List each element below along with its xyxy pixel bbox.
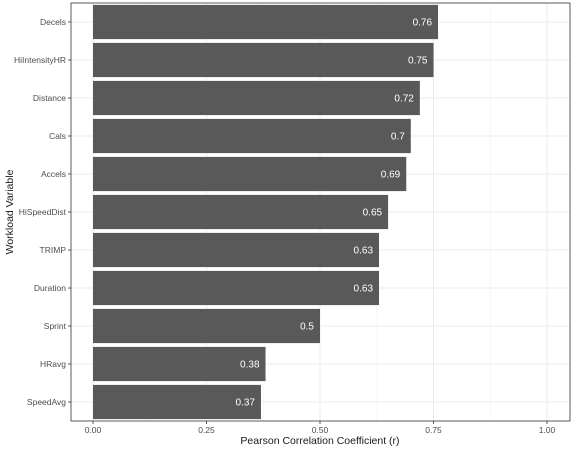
y-tick-label: Duration [34,283,66,293]
y-tick-label: TRIMP [40,245,67,255]
y-tick-label: Distance [33,93,66,103]
axis-layer: Decels HiIntensityHR Distance Cals Accels HiS… [14,17,556,435]
bar-value-label: 0.63 [354,246,374,257]
bar [93,42,434,78]
bar-value-label: 0.69 [381,170,401,181]
bar [93,4,439,40]
bar-value-label: 0.76 [413,18,433,29]
y-tick-label: HRavg [40,359,66,369]
bar [93,118,411,154]
x-tick-label: 0.00 [85,425,102,435]
bar [93,270,380,306]
x-tick-label: 1.00 [539,425,556,435]
bar-value-label: 0.5 [300,322,314,333]
bar [93,232,380,268]
bar [93,194,389,230]
y-tick-label: HiSpeedDist [19,207,67,217]
bar [93,80,420,116]
bar-value-label: 0.63 [354,284,374,295]
bar [93,346,266,382]
y-tick-label: Decels [40,17,66,27]
y-axis-title: Workload Variable [4,169,16,254]
y-tick-label: HiIntensityHR [14,55,66,65]
bar-value-label: 0.75 [408,56,428,67]
bar [93,384,261,420]
bar-value-label: 0.65 [363,208,383,219]
bar-value-label: 0.37 [236,398,256,409]
x-tick-label: 0.75 [425,425,442,435]
x-tick-label: 0.25 [198,425,215,435]
bar [93,308,320,344]
bar [93,156,407,192]
bar-value-label: 0.38 [240,360,260,371]
bar-layer [93,4,439,420]
y-tick-label: SpeedAvg [27,397,66,407]
bar-value-label: 0.7 [391,132,405,143]
bar-value-label: 0.72 [394,94,414,105]
y-tick-label: Cals [49,131,66,141]
x-axis-title: Pearson Correlation Coefficient (r) [240,435,399,447]
y-tick-label: Sprint [44,321,67,331]
y-tick-label: Accels [41,169,66,179]
data-label-layer: 0.76 0.75 0.72 0.7 0.69 0.65 0.63 0.63 0.5 0.38 0.… [236,18,433,409]
panel-border [70,2,571,422]
x-tick-label: 0.50 [312,425,329,435]
